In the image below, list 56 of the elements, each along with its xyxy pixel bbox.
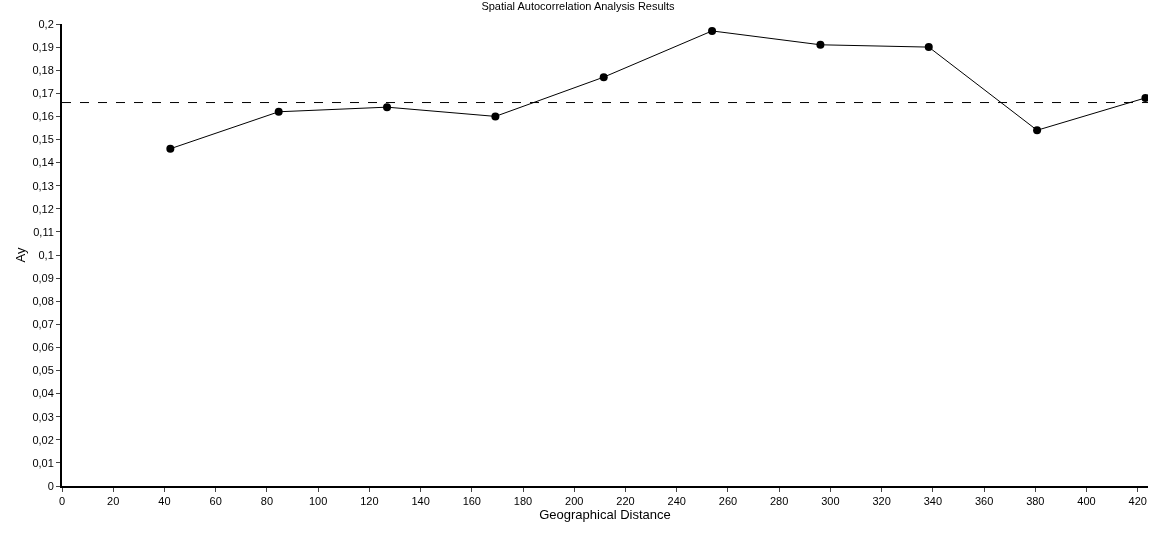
x-tick-label: 80 [260,495,274,508]
point [1033,126,1042,135]
y-tick-label: 0,11 [33,225,54,238]
x-tick-label: 280 [769,495,789,508]
x-tick-label: 160 [462,495,481,508]
x-axis-title: Geographical Distance [539,507,671,523]
y-tick-label: 0,14 [32,156,54,169]
y-tick-label: 0 [47,479,54,492]
point [816,40,825,49]
y-tick-label: 0,19 [32,40,54,53]
point [1141,93,1148,102]
y-tick-label: 0,08 [32,295,54,308]
x-tick-label: 40 [158,495,171,508]
x-tick-label: 240 [667,495,686,508]
x-tick-label: 360 [974,495,994,508]
y-tick-label: 0,12 [32,202,54,215]
x-tick-label: 300 [821,495,840,508]
x-tick-label: 220 [616,495,635,508]
y-axis-title: Ay [12,247,28,263]
x-tick-label: 0 [58,495,66,508]
point [708,26,717,35]
x-tick-label: 140 [411,495,430,508]
x-tick-label: 420 [1128,495,1147,508]
y-tick-label: 0,07 [32,318,54,331]
x-tick-label: 200 [565,495,584,508]
x-tick-label: 60 [209,495,222,508]
x-tick-label: 100 [308,495,328,508]
point [599,73,608,82]
y-tick-label: 0,01 [32,456,54,469]
y-tick-label: 0,02 [32,433,54,446]
x-tick-label: 120 [360,495,379,508]
x-tick-label: 20 [107,495,120,508]
x-tick-label: 320 [872,495,891,508]
x-tick-label: 380 [1026,495,1045,508]
y-tick-label: 0,18 [32,64,54,77]
point [491,112,500,121]
y-tick-label: 0,15 [32,133,54,146]
y-tick-label: 0,17 [32,87,54,100]
y-tick-label: 0,06 [32,341,54,354]
x-tick-label: 180 [513,495,533,508]
y-tick-label: 0,1 [38,248,54,261]
y-tick-label: 0,2 [38,17,54,30]
point [166,144,175,153]
y-tick-label: 0,04 [32,387,54,400]
point [924,43,933,52]
x-tick-label: 400 [1077,495,1096,508]
point [383,103,392,112]
y-tick-label: 0,16 [32,110,54,123]
chart-title: Spatial Autocorrelation Analysis Results [481,0,676,13]
y-tick-label: 0,03 [32,410,54,423]
x-tick-label: 260 [718,495,738,508]
y-tick-label: 0,05 [32,364,54,377]
x-tick-label: 340 [923,495,943,508]
y-tick-label: 0,13 [32,179,54,192]
y-tick-label: 0,09 [32,271,54,284]
point [274,107,283,116]
